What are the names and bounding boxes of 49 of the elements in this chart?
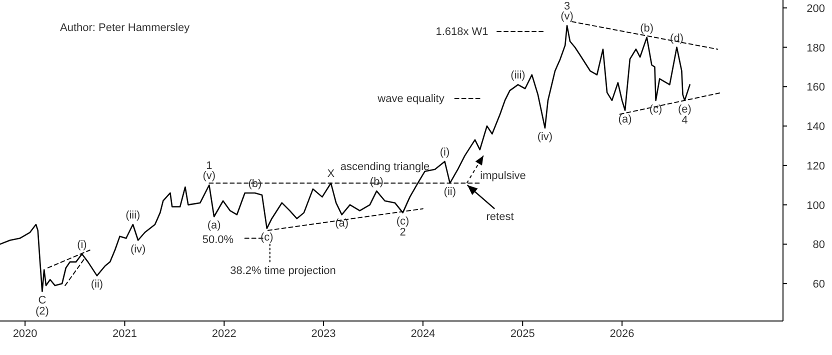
y-tick-label: 60 bbox=[812, 278, 825, 291]
y-tick-label: 100 bbox=[806, 200, 825, 212]
annotation: 38.2% time projection bbox=[230, 265, 336, 277]
annotation: X bbox=[327, 168, 336, 180]
y-tick-label: 180 bbox=[806, 42, 825, 54]
annotation: (ii) bbox=[444, 186, 456, 198]
annotation: (a) bbox=[335, 218, 349, 230]
annotation: Author: Peter Hammersley bbox=[60, 22, 190, 34]
annotation: 1.618x W1 bbox=[436, 26, 488, 38]
annotation: (iii) bbox=[510, 70, 526, 82]
annotation: (ii) bbox=[90, 278, 104, 291]
annotation: impulsive bbox=[480, 170, 526, 182]
annotation: (c) bbox=[260, 231, 274, 244]
annotation: (i) bbox=[77, 239, 87, 252]
x-tick-label: 2025 bbox=[510, 328, 535, 340]
x-tick-label: 2023 bbox=[311, 328, 336, 340]
annotation: (iv) bbox=[537, 131, 553, 144]
x-tick-label: 2021 bbox=[112, 328, 137, 340]
annotation: C bbox=[38, 294, 46, 306]
x-tick-label: 2022 bbox=[212, 328, 236, 340]
y-tick-label: 120 bbox=[806, 160, 825, 172]
x-tick-label: 2024 bbox=[410, 328, 436, 340]
annotation: (c) bbox=[649, 103, 662, 116]
x-tick-label: 2020 bbox=[12, 328, 38, 340]
annotation: (d) bbox=[670, 32, 684, 44]
annotation: 1 bbox=[206, 160, 212, 172]
annotation: (b) bbox=[640, 22, 654, 34]
annotation: (a) bbox=[618, 113, 632, 126]
annotation: 4 bbox=[682, 114, 688, 126]
annotation: (iii) bbox=[126, 210, 140, 222]
y-tick-label: 200 bbox=[806, 2, 825, 15]
annotation: (v) bbox=[202, 170, 216, 182]
annotation: (i) bbox=[440, 146, 450, 158]
annotation: (iv) bbox=[130, 243, 146, 256]
annotation: (a) bbox=[207, 220, 221, 232]
y-tick-label: 160 bbox=[806, 82, 825, 94]
annotation: (c) bbox=[396, 216, 410, 228]
annotation: (2) bbox=[35, 305, 49, 318]
annotation: (v) bbox=[560, 10, 574, 23]
annotation: retest bbox=[486, 211, 514, 223]
annotation: 2 bbox=[400, 226, 406, 239]
y-tick-label: 80 bbox=[812, 239, 825, 252]
x-tick-label: 2026 bbox=[610, 328, 634, 340]
annotation: 3 bbox=[564, 0, 570, 13]
annotation: (e) bbox=[678, 103, 692, 116]
annotation: wave equality bbox=[376, 93, 445, 105]
annotation: ascending triangle bbox=[340, 161, 430, 173]
y-tick-label: 140 bbox=[806, 121, 825, 134]
annotation: 50.0% bbox=[202, 234, 234, 246]
